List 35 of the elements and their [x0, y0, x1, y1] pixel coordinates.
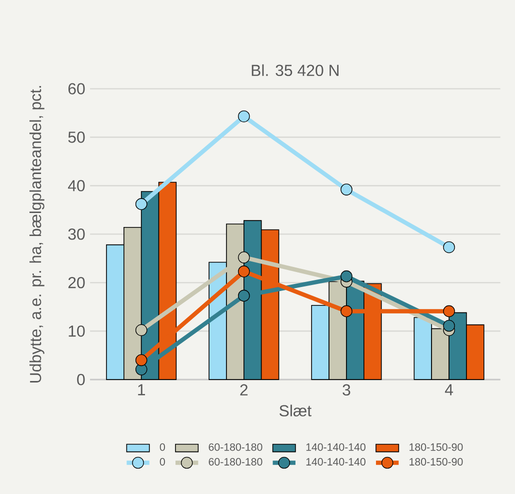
point — [238, 266, 250, 278]
x-axis-title: Slæt — [280, 404, 312, 417]
legend-label: 140-140-140 — [306, 443, 366, 452]
point — [340, 305, 352, 318]
y-tick-label: 50 — [68, 132, 85, 144]
x-tick-label: 4 — [444, 384, 453, 396]
point — [443, 320, 455, 332]
y-tick-label: 40 — [68, 180, 85, 192]
point — [443, 305, 455, 318]
point — [443, 241, 455, 254]
point — [238, 110, 250, 122]
y-tick-label: 0 — [77, 374, 85, 386]
y-tick-label: 30 — [68, 228, 85, 240]
legend-label: 0 — [160, 458, 165, 466]
point — [238, 290, 250, 302]
point — [238, 252, 250, 264]
chart-title: Bl. 35 420 N — [252, 64, 338, 76]
legend-label: 60-180-180 — [208, 458, 262, 466]
legend-label: 180-150-90 — [410, 443, 463, 452]
y-tick-label: 60 — [68, 83, 85, 95]
legend-label: 180-150-90 — [410, 458, 463, 466]
legend-label: 140-140-140 — [306, 458, 366, 466]
y-tick-label: 10 — [68, 326, 85, 337]
x-tick-label: 1 — [138, 384, 145, 396]
y-axis-title: Udbytte, a.e. pr. ha, bælgplanteandel, pct. — [29, 86, 44, 383]
point — [340, 184, 352, 196]
legend-label: 60-180-180 — [208, 443, 262, 452]
point — [340, 270, 352, 282]
x-tick-label: 3 — [342, 384, 350, 396]
point — [135, 198, 148, 210]
y-tick-label: 20 — [68, 277, 85, 288]
legend-label: 0 — [160, 443, 165, 452]
x-tick-label: 2 — [240, 384, 248, 396]
point — [135, 324, 148, 336]
point — [135, 354, 148, 366]
